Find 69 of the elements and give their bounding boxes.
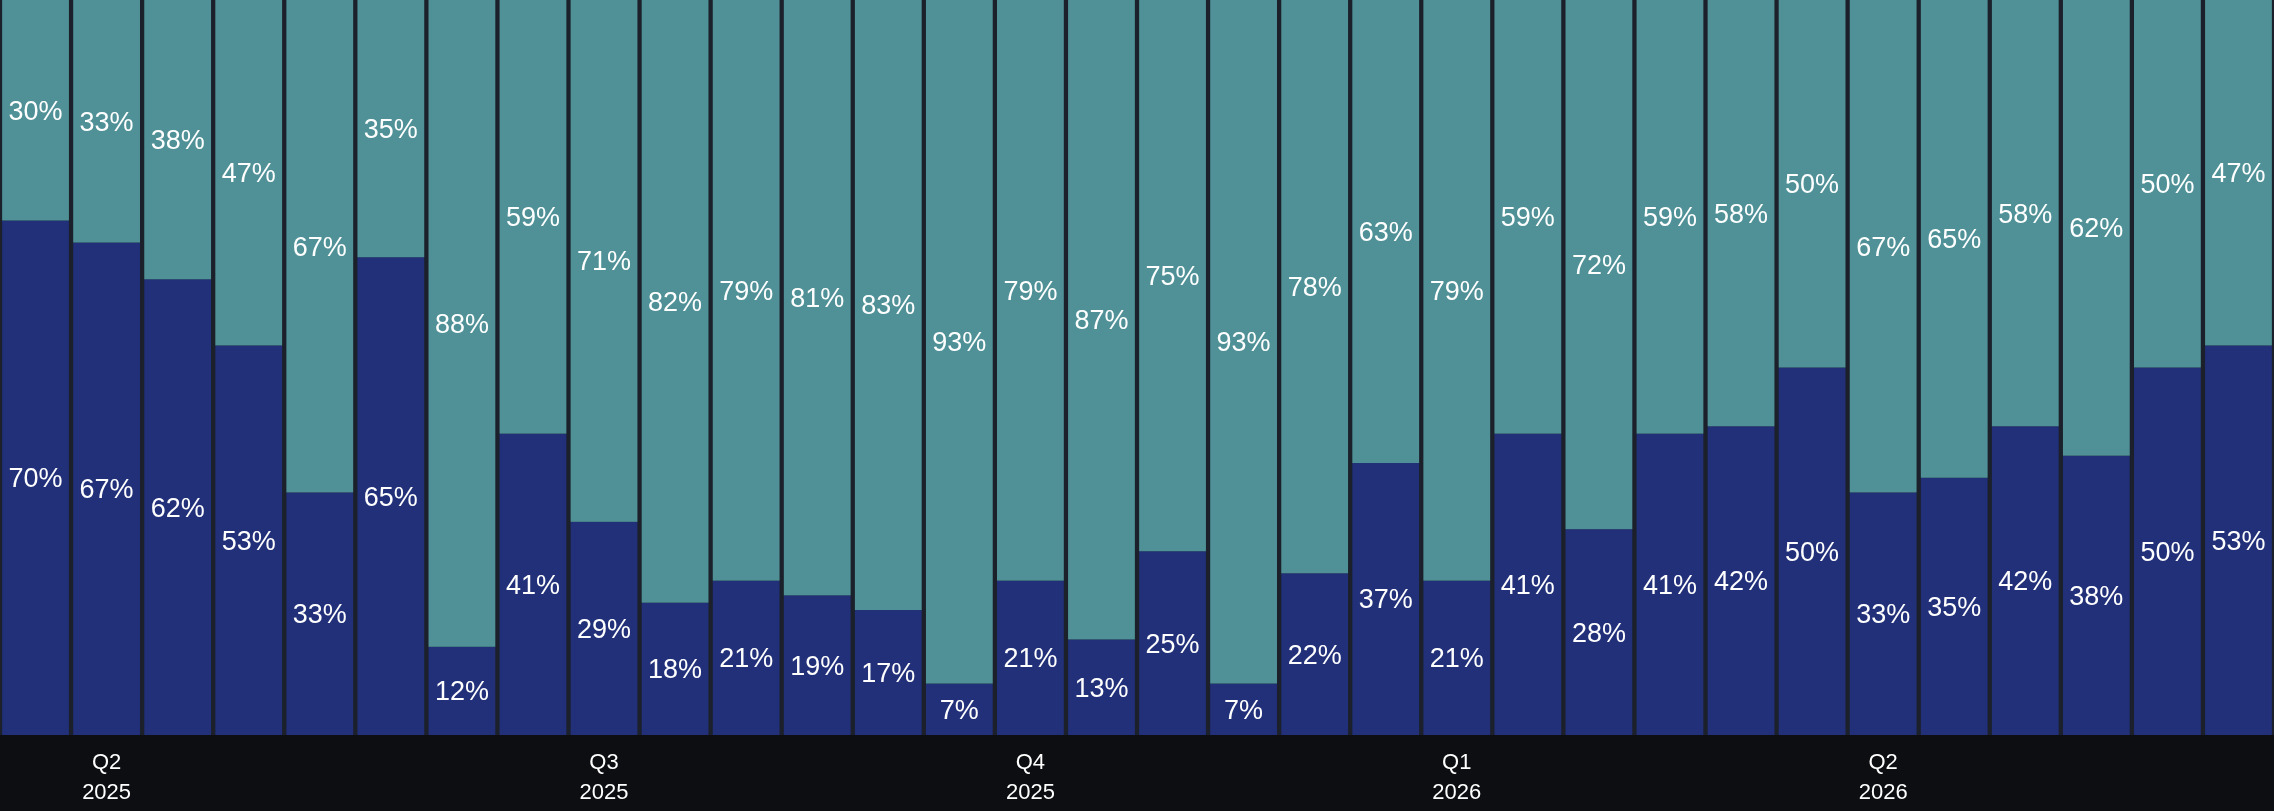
data-label: 78%: [1287, 272, 1342, 303]
data-label: 79%: [719, 275, 774, 306]
data-label: 62%: [150, 492, 205, 523]
data-label: 53%: [2211, 525, 2266, 556]
data-label: 70%: [8, 463, 63, 494]
data-label: 41%: [1500, 569, 1555, 600]
data-label: 79%: [1003, 275, 1058, 306]
data-label: 53%: [221, 525, 276, 556]
data-label: 13%: [1074, 672, 1129, 703]
data-label: 67%: [1856, 231, 1911, 262]
data-label: 81%: [790, 283, 845, 314]
data-label: 93%: [932, 327, 987, 358]
data-label: 19%: [790, 650, 845, 681]
data-label: 50%: [1785, 536, 1840, 567]
data-label: 28%: [1571, 617, 1626, 648]
data-label: 7%: [939, 694, 979, 725]
data-label: 59%: [1500, 202, 1555, 233]
data-label: 93%: [1216, 327, 1271, 358]
data-label: 58%: [1998, 198, 2053, 229]
data-label: 63%: [1358, 216, 1413, 247]
x-tick-label: Q3 2025: [579, 749, 629, 804]
data-label: 47%: [2211, 158, 2266, 189]
data-label: 29%: [577, 613, 632, 644]
data-label: 7%: [1224, 694, 1264, 725]
data-label: 67%: [292, 231, 347, 262]
data-label: 35%: [363, 114, 418, 145]
data-label: 50%: [1785, 169, 1840, 200]
data-label: 41%: [505, 569, 560, 600]
data-label: 59%: [1642, 202, 1697, 233]
data-label: 30%: [8, 95, 63, 126]
data-label: 72%: [1571, 250, 1626, 281]
data-label: 65%: [1927, 224, 1982, 255]
data-label: 88%: [434, 308, 489, 339]
data-label: 18%: [648, 654, 703, 685]
x-tick-label: Q2 2025: [82, 749, 132, 804]
data-label: 58%: [1714, 198, 1769, 229]
data-label: 62%: [2069, 213, 2124, 244]
data-label: 37%: [1358, 584, 1413, 615]
data-label: 38%: [150, 125, 205, 156]
data-label: 59%: [505, 202, 560, 233]
data-label: 41%: [1642, 569, 1697, 600]
data-label: 87%: [1074, 305, 1129, 336]
data-label: 79%: [1429, 275, 1484, 306]
data-label: 42%: [1998, 566, 2053, 597]
data-label: 47%: [221, 158, 276, 189]
data-label: 33%: [79, 106, 134, 137]
data-label: 21%: [1003, 643, 1058, 674]
data-label: 33%: [292, 599, 347, 630]
data-label: 50%: [2140, 169, 2195, 200]
data-label: 21%: [719, 643, 774, 674]
data-label: 17%: [861, 657, 916, 688]
data-label: 38%: [2069, 580, 2124, 611]
data-label: 71%: [577, 246, 632, 277]
data-label: 33%: [1856, 599, 1911, 630]
x-tick-label: Q2 2026: [1858, 749, 1908, 804]
x-tick-label: Q1 2026: [1432, 749, 1482, 804]
data-label: 21%: [1429, 643, 1484, 674]
data-label: 65%: [363, 481, 418, 512]
x-tick-label: Q4 2025: [1005, 749, 1055, 804]
data-label: 12%: [434, 676, 489, 707]
data-label: 50%: [2140, 536, 2195, 567]
data-label: 25%: [1145, 628, 1200, 659]
data-label: 75%: [1145, 261, 1200, 292]
data-label: 83%: [861, 290, 916, 321]
data-label: 42%: [1714, 566, 1769, 597]
data-label: 35%: [1927, 591, 1982, 622]
data-label: 67%: [79, 474, 134, 505]
data-label: 82%: [648, 286, 703, 317]
data-label: 22%: [1287, 639, 1342, 670]
